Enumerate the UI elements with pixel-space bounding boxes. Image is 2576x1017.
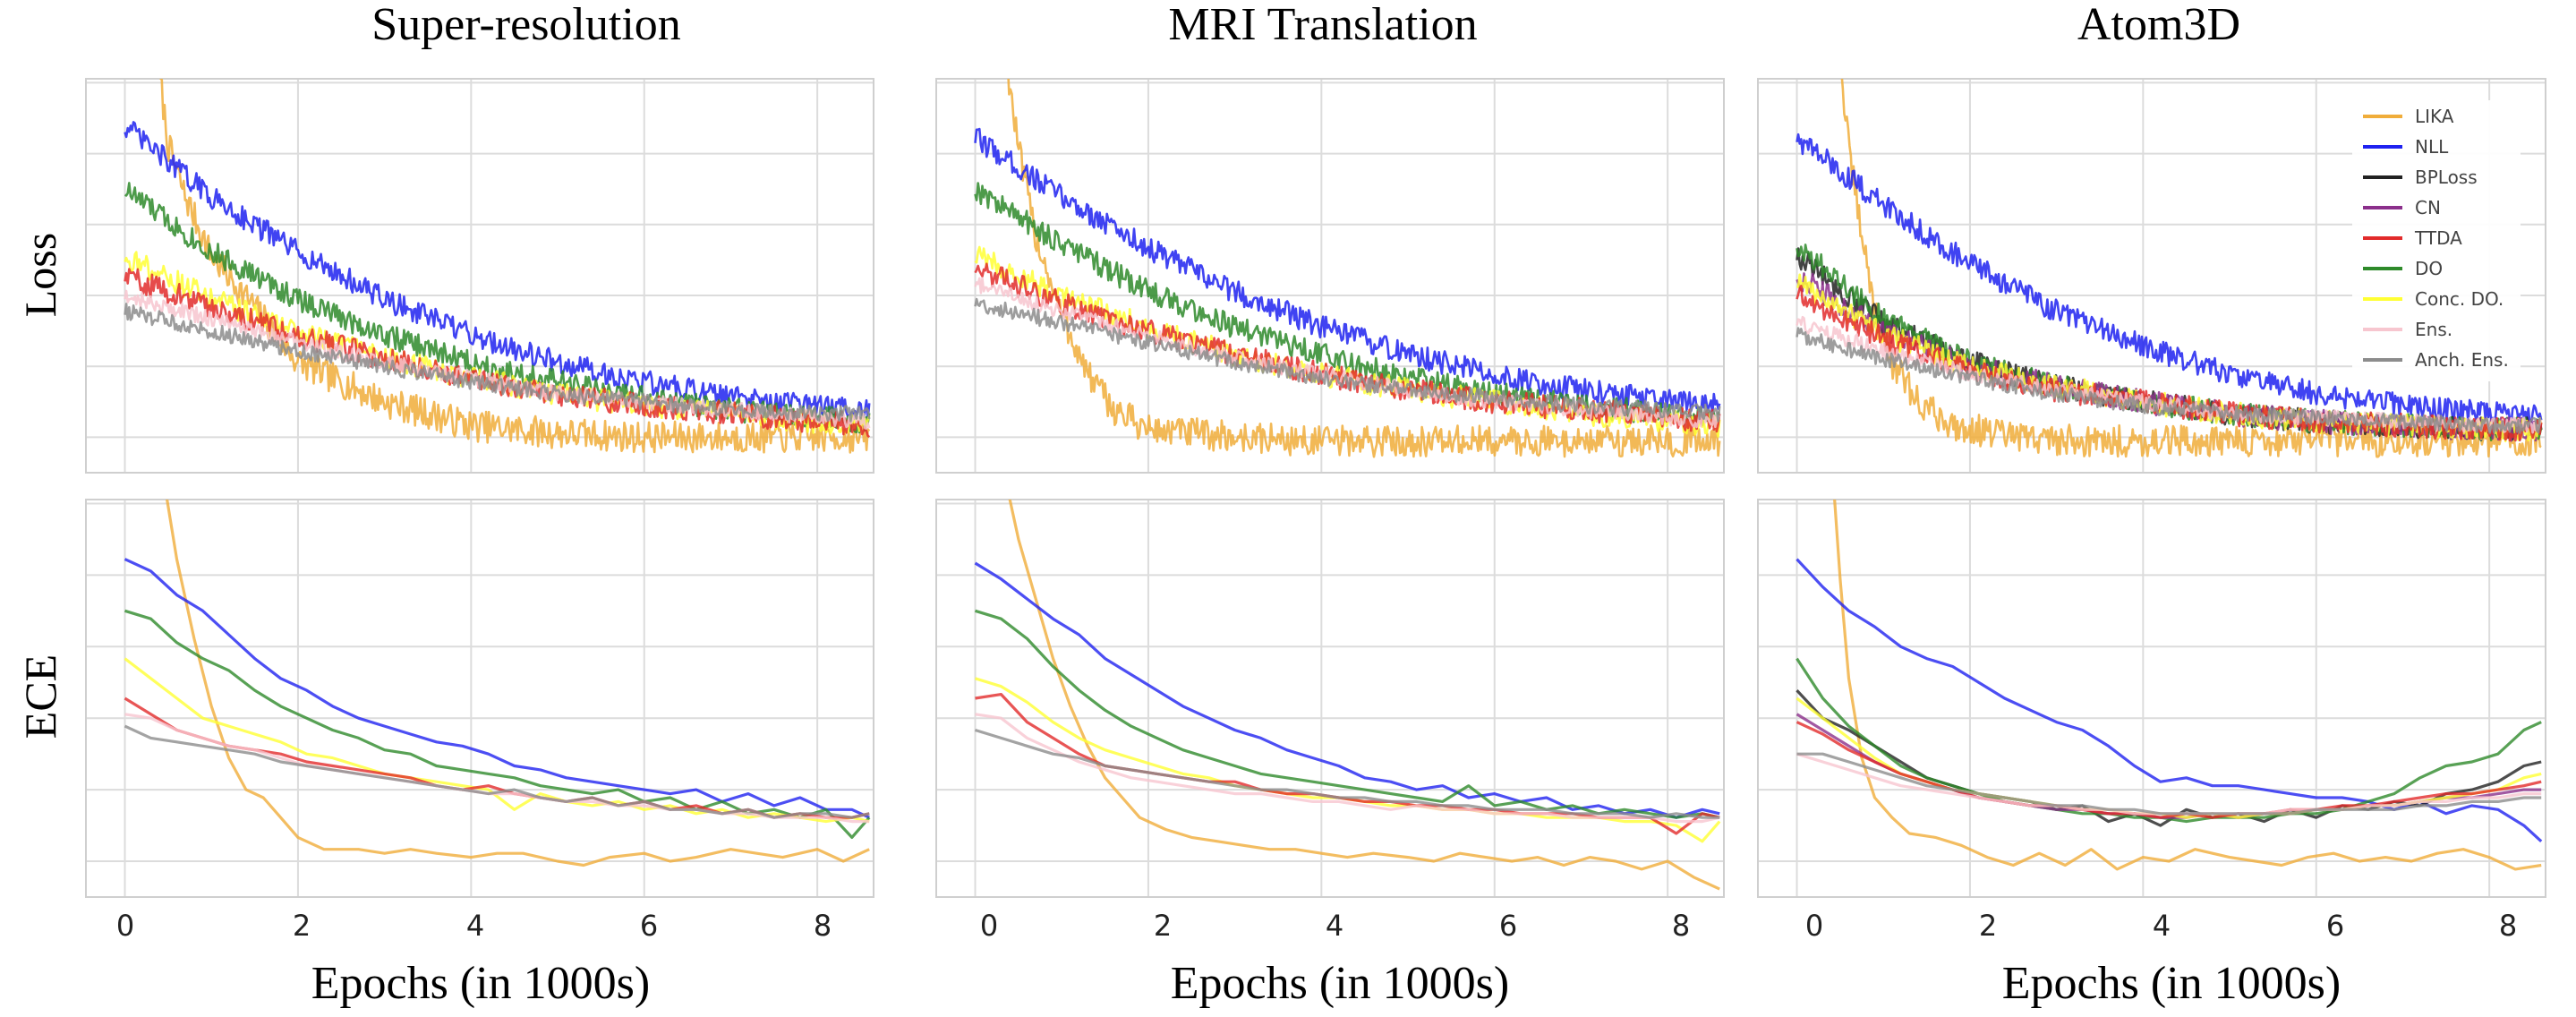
x-axis-label: Epochs (in 1000s): [2002, 958, 2341, 1009]
grid: [1758, 500, 2546, 897]
x-tick-label: 0: [116, 909, 134, 943]
series-line-lika: [159, 79, 871, 454]
x-tick-label: 6: [1499, 909, 1517, 943]
x-tick-label: 8: [2499, 909, 2517, 943]
series-line-nll: [974, 561, 1720, 819]
legend-label: Conc. DO.: [2415, 288, 2503, 310]
series-line-ens: [975, 713, 1720, 824]
series-line-nll: [1796, 132, 2543, 427]
legend-entry: Conc. DO.: [2363, 288, 2503, 310]
series-line-anch-ens: [975, 728, 1720, 819]
series-group: [1796, 500, 2543, 871]
x-tick-label: 8: [814, 909, 832, 943]
x-tick-label: 2: [1979, 909, 1997, 943]
x-tick-label: 6: [640, 909, 658, 943]
series-line-conc-do: [1796, 697, 2542, 819]
x-tick-label: 4: [2153, 909, 2171, 943]
grid: [86, 500, 874, 897]
legend-label: LIKA: [2415, 106, 2454, 127]
plot-frame: [85, 499, 874, 898]
legend-label: Anch. Ens.: [2415, 349, 2509, 371]
series-group: [124, 79, 871, 454]
series-line-ens: [124, 713, 870, 824]
panel-ece-mri-translation: [935, 499, 1725, 898]
x-ticks-col2: 0 2 4 6 8: [980, 909, 1690, 943]
series-group: [974, 79, 1721, 458]
series-line-do: [124, 609, 871, 839]
legend: LIKA NLL BPLoss CN TTDA DO Conc. DO. Ens. Anch. …: [2352, 100, 2521, 381]
x-tick-label: 0: [980, 909, 998, 943]
panel-loss-mri-translation: [935, 78, 1725, 474]
grid: [936, 79, 1724, 473]
legend-label: NLL: [2415, 136, 2449, 158]
legend-entry: TTDA: [2363, 227, 2462, 249]
x-tick-label: 2: [1154, 909, 1172, 943]
column-title: Atom3D: [2077, 0, 2240, 50]
series-line-nll: [124, 121, 871, 421]
legend-entry: DO: [2363, 258, 2443, 279]
series-line-anch-ens: [1796, 752, 2542, 816]
plot-frame: [1757, 78, 2546, 474]
series-line-nll: [124, 558, 870, 819]
row-label-loss: Loss: [15, 233, 65, 317]
legend-label: BPLoss: [2415, 167, 2478, 188]
plot-frame: [935, 78, 1725, 474]
x-axis-label: Epochs (in 1000s): [311, 958, 650, 1009]
grid: [936, 500, 1724, 897]
column-title: Super-resolution: [371, 0, 681, 50]
series-line-lika: [1007, 79, 1721, 458]
x-tick-label: 8: [1672, 909, 1690, 943]
series-line-lika: [1840, 79, 2542, 458]
legend-entry: Anch. Ens.: [2363, 349, 2509, 371]
series-group: [974, 500, 1721, 891]
panel-loss-super-resolution: [85, 78, 874, 474]
grid: [86, 79, 874, 473]
series-line-lika: [1833, 500, 2542, 871]
series-line-conc-do: [124, 657, 870, 824]
panel-loss-atom3d: [1757, 78, 2546, 474]
legend-entry: BPLoss: [2363, 167, 2478, 188]
legend-label: TTDA: [2414, 227, 2462, 249]
legend-items: LIKA NLL BPLoss CN TTDA DO Conc. DO. Ens. Anch. …: [2363, 106, 2509, 371]
series-line-anch-ens: [974, 297, 1721, 423]
column-title: MRI Translation: [1168, 0, 1477, 50]
plot-frame: [85, 78, 874, 474]
x-tick-label: 4: [1326, 909, 1343, 943]
series-line-ens: [124, 289, 871, 430]
x-ticks-col1: 0 2 4 6 8: [116, 909, 832, 943]
legend-entry: LIKA: [2363, 106, 2454, 127]
series-line-lika: [166, 500, 870, 867]
legend-label: CN: [2415, 197, 2441, 218]
x-tick-label: 6: [2326, 909, 2344, 943]
x-axis-label: Epochs (in 1000s): [1171, 958, 1509, 1009]
series-line-lika: [1008, 500, 1720, 891]
legend-entry: NLL: [2363, 136, 2449, 158]
legend-entry: Ens.: [2363, 319, 2452, 340]
x-ticks-col3: 0 2 4 6 8: [1805, 909, 2517, 943]
series-line-ttda: [1796, 721, 2542, 819]
series-line-do: [1796, 657, 2542, 824]
series-line-anch-ens: [124, 724, 870, 819]
panel-ece-atom3d: [1757, 499, 2546, 898]
series-group: [1796, 79, 2543, 458]
row-label-ece: ECE: [15, 654, 65, 739]
x-tick-label: 0: [1805, 909, 1823, 943]
legend-entry: CN: [2363, 197, 2441, 218]
series-line-anch-ens: [1796, 327, 2542, 434]
legend-label: DO: [2415, 258, 2443, 279]
panel-ece-super-resolution: [85, 499, 874, 898]
series-line-nll: [974, 127, 1721, 415]
series-group: [124, 500, 871, 867]
x-tick-label: 4: [466, 909, 484, 943]
series-line-anch-ens: [124, 303, 871, 423]
legend-label: Ens.: [2415, 319, 2452, 340]
plot-frame: [1757, 499, 2546, 898]
plot-frame: [935, 499, 1725, 898]
x-tick-label: 2: [293, 909, 311, 943]
